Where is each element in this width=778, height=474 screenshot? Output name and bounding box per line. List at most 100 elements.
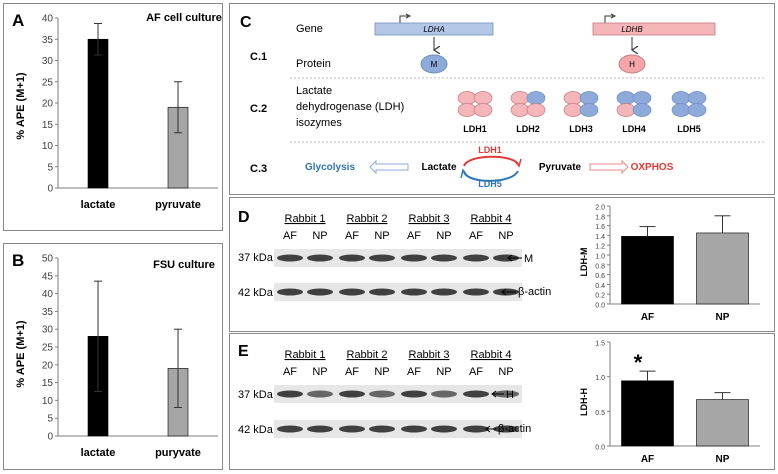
subunit-circle [457, 91, 477, 105]
panel-e: E Rabbit 1 AF NP Rabbit 2 AF NP Rabbit 3 AF NP Ra… [229, 333, 775, 470]
blot-band [339, 425, 365, 433]
y-tick-label: 0.8 [595, 263, 605, 270]
arrow-head-icon [405, 13, 412, 19]
blot-band [493, 254, 519, 262]
blot-band [277, 288, 303, 296]
blot-band [277, 390, 303, 398]
bar [696, 399, 749, 447]
blot-band [463, 288, 489, 296]
blot-strip [274, 385, 522, 403]
arrow-left-icon [491, 390, 504, 398]
rabbit-label: Rabbit 2 [347, 349, 388, 361]
subunit-circle [671, 91, 691, 105]
blot-band [463, 390, 489, 398]
y-axis-label: % APE (M+1) [15, 320, 27, 387]
row-label-c2: C.2 [250, 103, 267, 115]
y-tick-label: 0 [47, 184, 53, 195]
y-tick-label: 5 [47, 414, 53, 425]
protein-h-label: H [629, 60, 635, 69]
gene-b-box [592, 22, 716, 36]
y-tick-label: 35 [42, 35, 54, 46]
blot-band [369, 288, 395, 296]
subunit-circle [579, 103, 599, 117]
bar [621, 236, 674, 305]
isozyme-label: LDH2 [516, 124, 540, 134]
rabbit-label: Rabbit 4 [471, 213, 512, 225]
subunit-circle [526, 91, 546, 105]
subunit-circle [457, 103, 477, 117]
panel-d: D Rabbit 1 AF NP Rabbit 2 AF NP Rabbit 3 AF NP Ra… [229, 197, 775, 332]
panel-c: C C.1 C.2 C.3 Gene Protein LDHA M LDHB H… [229, 3, 775, 195]
ldh5-label: LDH5 [478, 179, 502, 189]
rabbit-label: Rabbit 3 [409, 213, 450, 225]
chart-a: A AF cell culture % APE (M+1) 0 5 10 15 20 25… [12, 11, 222, 211]
blot-band [463, 254, 489, 262]
panel-b: B FSU culture % APE (M+1) 0 5 10 15 20 25 30 35… [3, 243, 223, 470]
ldh-diagram: C C.1 C.2 C.3 Gene Protein LDHA M LDHB H… [240, 13, 766, 189]
gene-a-box [374, 22, 494, 36]
chart-b: B FSU culture % APE (M+1) 0 5 10 15 20 25 30 35… [12, 251, 218, 459]
ldh-label-line1: Lactate [296, 85, 332, 97]
blot-strip [274, 283, 522, 301]
x-tick-label: NP [716, 312, 730, 323]
promoter-arrow-icon [399, 15, 408, 23]
arrow-head-icon [610, 13, 617, 19]
blot-band [401, 390, 427, 398]
arrow-left-icon [501, 288, 516, 296]
y-tick-label: 15 [42, 120, 54, 131]
lane-label: AF [407, 230, 421, 242]
subunit-circle [510, 91, 530, 105]
y-tick-label: 10 [42, 396, 54, 407]
x-tick-label: AF [641, 312, 654, 323]
ldh-label-line3: isozymes [296, 117, 342, 129]
y-tick-label: 0.5 [595, 410, 605, 417]
protein-m-circle [420, 54, 448, 74]
isozyme-group: LDH1 LDH2 LDH3 LDH4 LDH5 [457, 91, 707, 134]
lane-label: AF [345, 230, 359, 242]
blot-band [493, 425, 519, 433]
rabbit-label: Rabbit 1 [285, 349, 326, 361]
chart-title: AF cell culture [146, 12, 222, 24]
panel-letter: D [238, 209, 250, 226]
subunit-circle [687, 103, 707, 117]
y-tick-label: 15 [42, 378, 54, 389]
significance-marker: * [634, 350, 643, 375]
subunit-circle [526, 103, 546, 117]
panel-letter: A [12, 11, 24, 30]
subunit-circle [671, 103, 691, 117]
subunit-circle [563, 91, 583, 105]
ldh1-label: LDH1 [478, 145, 502, 155]
oxphos-label: OXPHOS [631, 162, 674, 173]
bar [621, 380, 674, 447]
band-label-bottom: β-actin [518, 286, 551, 298]
promoter-arrow-icon [604, 15, 613, 23]
blot-band [277, 425, 303, 433]
blot-d: Rabbit 1 AF NP Rabbit 2 AF NP Rabbit 3 AF NP Rabb… [274, 213, 522, 301]
y-axis-label: LDH-H [579, 388, 589, 416]
glycolysis-label: Glycolysis [305, 162, 355, 173]
y-tick-label: 20 [42, 99, 54, 110]
y-tick-label: 0.4 [595, 283, 605, 290]
arrow-head-icon [460, 168, 469, 179]
lane-label: NP [436, 230, 451, 242]
subunit-circle [473, 103, 493, 117]
lane-label: AF [469, 366, 483, 378]
subunit-circle [563, 103, 583, 117]
y-axis-label: LDH-M [579, 248, 589, 277]
subunit-circle [616, 103, 636, 117]
blot-band [369, 425, 395, 433]
y-tick-label: 1.0 [595, 254, 605, 261]
band-label-bottom: β-actin [498, 423, 531, 435]
band-mw-bottom: 42 kDa [238, 424, 274, 436]
x-tick-label: AF [641, 454, 654, 465]
blot-band [307, 254, 333, 262]
y-tick-label: 40 [42, 289, 54, 300]
x-tick-label: lactate [81, 199, 116, 211]
rabbit-label: Rabbit 1 [285, 213, 326, 225]
blot-band [339, 254, 365, 262]
blot-band [493, 390, 519, 398]
y-tick-label: 1.5 [595, 341, 605, 348]
lane-label: AF [345, 366, 359, 378]
x-tick-label: NP [716, 454, 730, 465]
blot-strip [274, 420, 522, 438]
